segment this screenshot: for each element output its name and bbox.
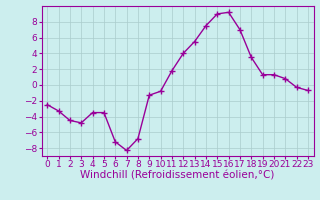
X-axis label: Windchill (Refroidissement éolien,°C): Windchill (Refroidissement éolien,°C) bbox=[80, 171, 275, 181]
